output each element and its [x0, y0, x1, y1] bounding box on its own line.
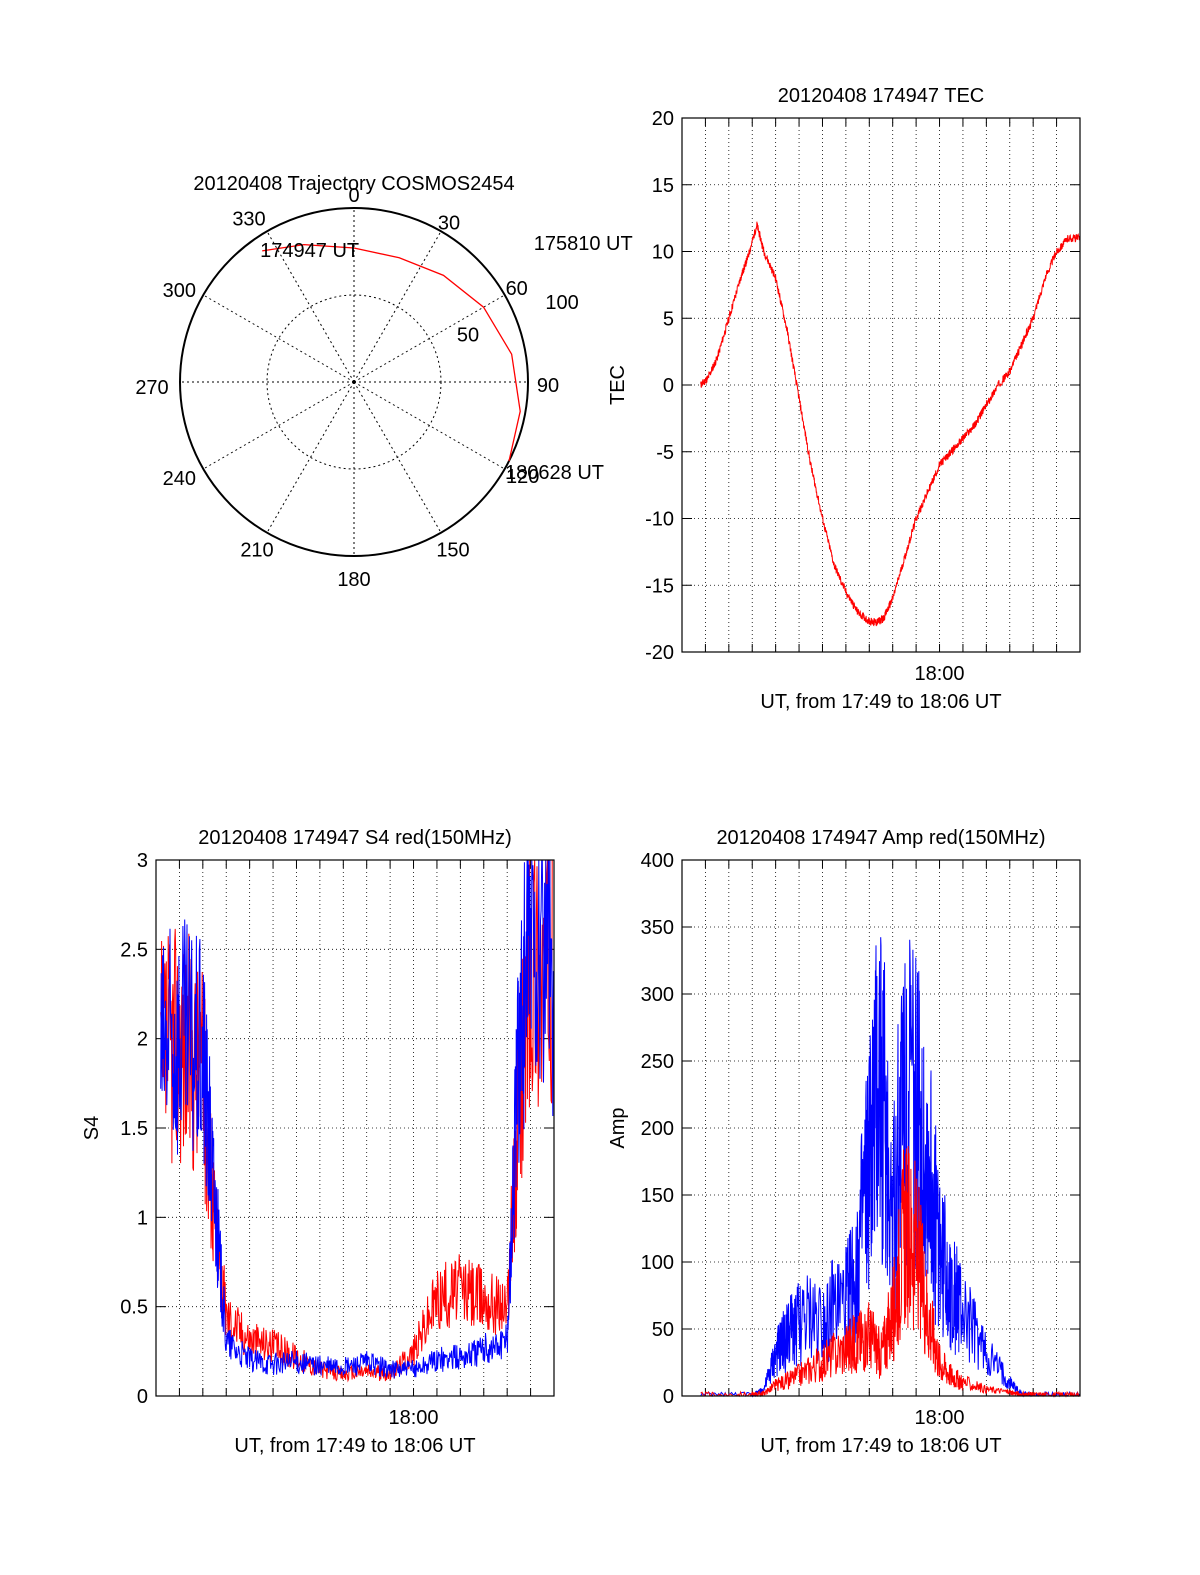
y-axis-label: TEC	[607, 365, 629, 405]
azimuth-label: 0	[348, 185, 359, 207]
y-tick-label: 300	[641, 984, 674, 1006]
y-axis-label: Amp	[607, 1107, 629, 1148]
trajectory-annotation: 175810 UT	[534, 233, 633, 255]
y-tick-label: 0	[663, 375, 674, 397]
x-axis-label: UT, from 17:49 to 18:06 UT	[234, 1435, 475, 1457]
polar-spoke	[266, 381, 355, 533]
y-tick-label: 2.5	[120, 939, 148, 961]
data-series-line	[700, 1146, 1080, 1398]
polar-outer-circle	[179, 207, 529, 557]
chart-title: 20120408 174947 TEC	[778, 85, 984, 107]
azimuth-label: 60	[506, 278, 528, 300]
plot-frame	[155, 859, 555, 1397]
plot-frame	[681, 117, 1081, 653]
y-tick-label: 1	[137, 1207, 148, 1229]
y-axis-label: S4	[81, 1116, 103, 1140]
chart-title: 20120408 174947 Amp red(150MHz)	[716, 827, 1045, 849]
tec-plot: 20120408 174947 TEC -20 -15 -10 -5 0 5 10 15 20 18…	[607, 85, 1081, 713]
data-series-line	[160, 859, 554, 1379]
y-tick-label: 20	[652, 108, 674, 130]
azimuth-label: 210	[240, 540, 273, 562]
azimuth-label: 30	[438, 212, 460, 234]
x-tick-label: 18:00	[388, 1407, 438, 1429]
chart-title: 20120408 174947 S4 red(150MHz)	[198, 827, 512, 849]
y-tick-label: 350	[641, 917, 674, 939]
y-tick-label: -10	[645, 509, 674, 531]
trajectory-annotation: 174947 UT	[260, 240, 359, 262]
y-tick-label: -20	[645, 642, 674, 664]
data-series-line	[160, 859, 554, 1383]
y-tick-label: 0	[137, 1386, 148, 1408]
x-axis-label: UT, from 17:49 to 18:06 UT	[760, 1435, 1001, 1457]
azimuth-label: 270	[135, 377, 168, 399]
polar-spoke	[353, 294, 505, 383]
y-tick-label: 150	[641, 1185, 674, 1207]
y-tick-label: 100	[641, 1252, 674, 1274]
azimuth-label: 180	[337, 569, 370, 591]
azimuth-label: 120	[506, 466, 539, 488]
x-tick-label: 18:00	[914, 663, 964, 685]
y-tick-label: 15	[652, 175, 674, 197]
azimuth-label: 240	[163, 468, 196, 490]
y-tick-label: -5	[656, 442, 674, 464]
y-tick-label: 0.5	[120, 1297, 148, 1319]
polar-spoke	[353, 381, 442, 533]
amp-plot: 20120408 174947 Amp red(150MHz) 0 50 100 150…	[607, 827, 1081, 1457]
plot-frame	[681, 859, 1081, 1397]
trajectory-annotation: 180628 UT	[505, 462, 604, 484]
y-tick-label: 250	[641, 1051, 674, 1073]
polar-spoke	[203, 381, 355, 470]
y-tick-label: 2	[137, 1029, 148, 1051]
x-tick-label: 18:00	[914, 1407, 964, 1429]
azimuth-label: 150	[436, 540, 469, 562]
data-series-line	[700, 221, 1081, 627]
polar-spoke	[266, 231, 355, 383]
azimuth-label: 330	[232, 208, 265, 230]
y-tick-label: 50	[652, 1319, 674, 1341]
x-axis-label: UT, from 17:49 to 18:06 UT	[760, 691, 1001, 713]
trajectory-line	[262, 244, 521, 462]
y-tick-label: 5	[663, 308, 674, 330]
y-tick-label: 1.5	[120, 1118, 148, 1140]
y-tick-label: 10	[652, 242, 674, 264]
y-tick-label: 0	[663, 1386, 674, 1408]
radius-label: 50	[457, 324, 479, 346]
y-tick-label: -15	[645, 575, 674, 597]
radius-label: 100	[545, 292, 578, 314]
chart-title: 20120408 Trajectory COSMOS2454	[193, 173, 514, 195]
y-tick-label: 400	[641, 850, 674, 872]
azimuth-label: 90	[537, 375, 559, 397]
polar-spoke	[203, 294, 355, 383]
s4-plot: 20120408 174947 S4 red(150MHz) 0 0.5 1 1.5 2 2…	[81, 827, 555, 1457]
y-tick-label: 3	[137, 850, 148, 872]
polar-spoke	[353, 381, 505, 470]
y-tick-label: 200	[641, 1118, 674, 1140]
azimuth-label: 300	[163, 280, 196, 302]
polar-spoke	[353, 231, 442, 383]
